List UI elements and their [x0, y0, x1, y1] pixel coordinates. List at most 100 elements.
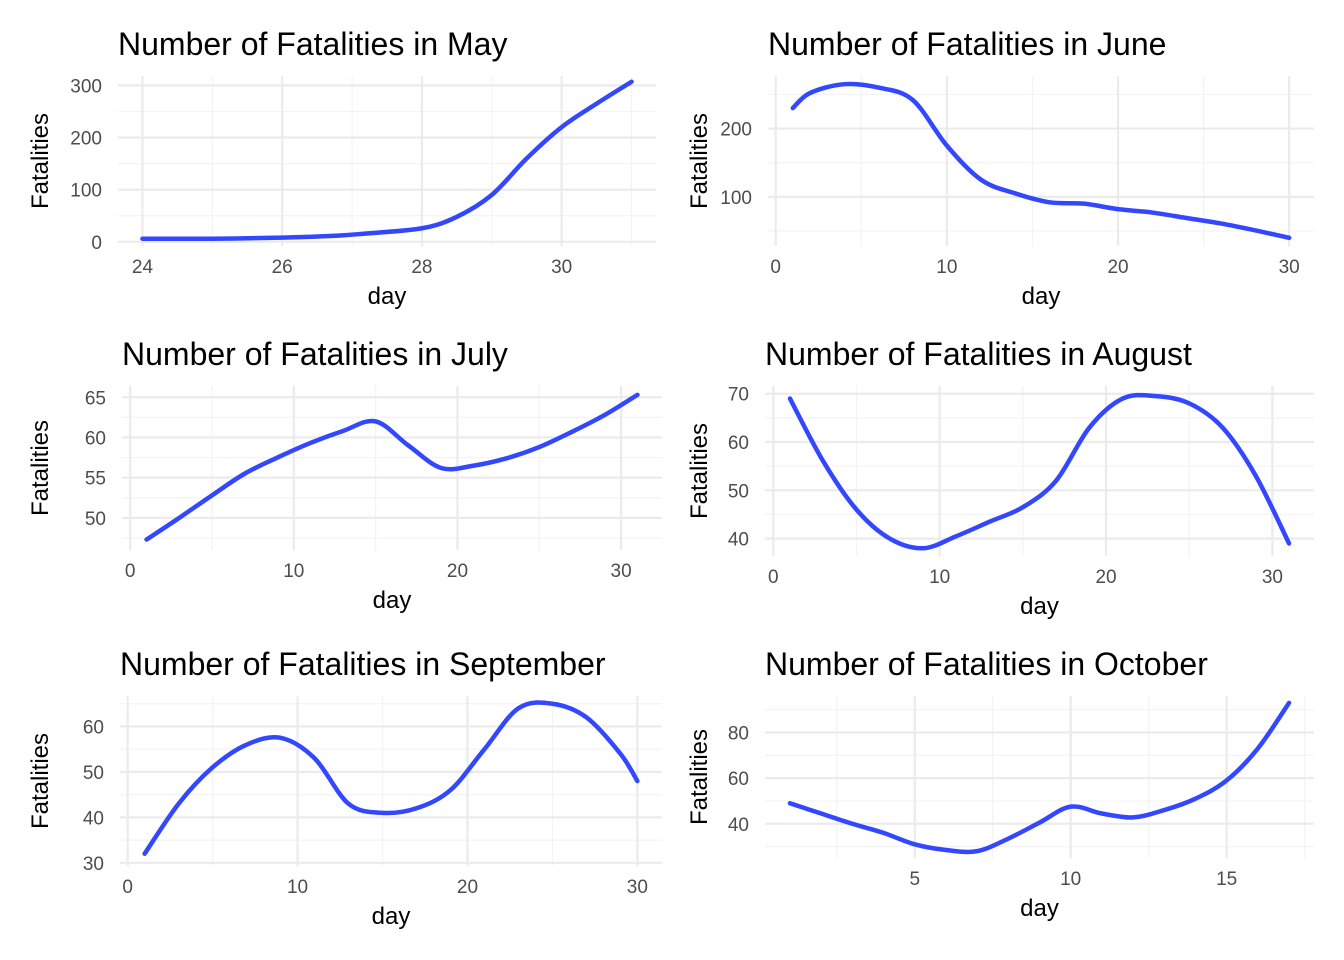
fatalities-line	[142, 700, 640, 856]
chart-title: Number of Fatalities in October	[765, 646, 1208, 682]
y-tick-label: 40	[728, 815, 749, 836]
y-axis-label: Fatalities	[27, 733, 54, 829]
y-axis-label: Fatalities	[27, 113, 54, 209]
y-axis-label: Fatalities	[686, 729, 713, 825]
y-tick-label: 60	[728, 433, 749, 454]
x-axis-label: day	[1020, 593, 1059, 620]
y-axis-label: Fatalities	[686, 423, 713, 519]
x-tick-label: 30	[627, 877, 648, 898]
x-tick-label: 10	[283, 561, 304, 582]
data-point	[888, 536, 892, 540]
x-axis-label: day	[373, 587, 412, 614]
data-point	[1287, 701, 1291, 705]
data-point	[1162, 808, 1166, 812]
data-point	[1220, 425, 1224, 429]
x-axis-label: day	[1020, 895, 1059, 922]
y-tick-label: 200	[70, 129, 102, 150]
data-point	[635, 779, 639, 783]
data-point	[280, 235, 284, 239]
x-tick-label: 20	[1107, 257, 1128, 278]
x-tick-label: 10	[929, 567, 950, 588]
data-point	[448, 788, 452, 792]
data-point	[1021, 505, 1025, 509]
y-tick-label: 60	[728, 769, 749, 790]
data-point	[788, 801, 792, 805]
chart-panel-5: 0 10 20 30 30 40 50 60 Number of Fatalities in S…	[27, 646, 662, 930]
data-point	[341, 429, 345, 433]
x-tick-label: 26	[272, 257, 293, 278]
data-point	[1047, 200, 1051, 204]
data-point	[944, 848, 948, 852]
data-point	[1087, 425, 1091, 429]
y-tick-label: 50	[85, 509, 106, 530]
x-axis-label: day	[368, 283, 407, 310]
chart-title: Number of Fatalities in August	[765, 336, 1192, 372]
y-tick-label: 50	[728, 481, 749, 502]
data-point	[1224, 778, 1228, 782]
data-point	[881, 831, 885, 835]
data-point	[336, 233, 340, 237]
data-point	[244, 742, 248, 746]
y-tick-label: 50	[83, 763, 104, 784]
data-point	[1184, 216, 1188, 220]
data-point	[854, 507, 858, 511]
x-tick-label: 20	[457, 877, 478, 898]
data-point	[312, 756, 316, 760]
y-tick-label: 0	[91, 233, 102, 254]
y-tick-label: 80	[728, 724, 749, 745]
data-point	[1187, 401, 1191, 405]
data-point	[1253, 228, 1257, 232]
data-point	[1120, 396, 1124, 400]
data-point	[808, 91, 812, 95]
data-point	[177, 516, 181, 520]
x-tick-label: 0	[770, 257, 781, 278]
data-point	[850, 822, 854, 826]
data-point	[1254, 474, 1258, 478]
data-point	[819, 811, 823, 815]
data-point	[472, 463, 476, 467]
data-point	[635, 393, 639, 397]
data-point	[1037, 820, 1041, 824]
y-axis-label: Fatalities	[686, 113, 713, 209]
x-tick-label: 10	[936, 257, 957, 278]
data-point	[537, 445, 541, 449]
x-tick-label: 30	[1279, 257, 1300, 278]
data-point	[1006, 836, 1010, 840]
data-point	[176, 802, 180, 806]
x-axis-label: day	[1022, 283, 1061, 310]
data-point	[629, 80, 633, 84]
y-tick-label: 65	[85, 388, 106, 409]
data-point	[594, 101, 598, 105]
y-tick-label: 55	[85, 469, 106, 490]
data-point	[1068, 804, 1072, 808]
data-point	[482, 747, 486, 751]
y-tick-label: 70	[728, 385, 749, 406]
data-point	[144, 537, 148, 541]
data-point	[559, 125, 563, 129]
data-point	[788, 396, 792, 400]
data-point	[550, 702, 554, 706]
fatalities-line	[144, 392, 640, 542]
chart-panel-2: 0 10 20 30 100 200 Number of Fatalities in Jun…	[686, 26, 1314, 310]
data-point	[1219, 221, 1223, 225]
x-tick-label: 0	[122, 877, 133, 898]
data-point	[346, 802, 350, 806]
data-point	[504, 456, 508, 460]
data-point	[570, 430, 574, 434]
x-tick-label: 10	[287, 877, 308, 898]
data-point	[373, 419, 377, 423]
chart-title: Number of Fatalities in May	[118, 26, 507, 62]
data-point	[945, 143, 949, 147]
fatalities-line	[790, 81, 1292, 241]
data-point	[142, 852, 146, 856]
fatalities-line	[787, 700, 1292, 855]
data-point	[1256, 746, 1260, 750]
data-point	[406, 443, 410, 447]
y-tick-label: 100	[720, 188, 752, 209]
chart-title: Number of Fatalities in September	[120, 646, 606, 682]
data-point	[210, 493, 214, 497]
fatalities-line	[140, 79, 634, 242]
data-point	[979, 178, 983, 182]
data-point	[842, 82, 846, 86]
